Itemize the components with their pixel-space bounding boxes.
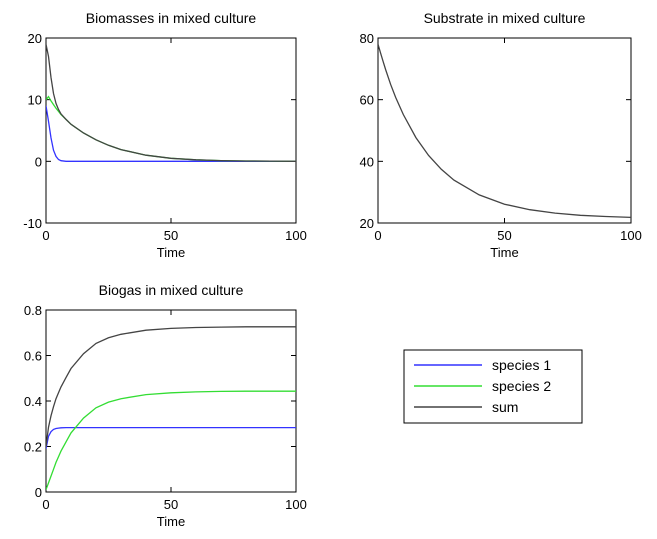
series-line-sum (46, 44, 296, 162)
axes-frame (45, 37, 297, 224)
x-tick-label: 0 (42, 497, 49, 512)
y-tick-label: 0.8 (24, 303, 42, 318)
series-line-species-1 (46, 105, 296, 162)
y-tick-label: 80 (360, 31, 374, 46)
x-tick-label: 50 (497, 228, 511, 243)
y-tick-label: 60 (360, 93, 374, 108)
y-tick-label: 10 (28, 93, 42, 108)
subplot-3: 0 50 100 0 0.2 0.4 0.6 0.8 Biogas in mixed cultu… (24, 282, 307, 529)
x-tick-label: 100 (285, 497, 307, 512)
chart-title: Biomasses in mixed culture (86, 10, 257, 26)
series-line-line (378, 44, 631, 219)
y-tick-label: 0 (35, 154, 42, 169)
y-tick-label: 20 (360, 216, 374, 231)
x-tick-label: 100 (620, 228, 642, 243)
chart-title: Biogas in mixed culture (99, 282, 244, 298)
axes-frame (45, 309, 297, 493)
legend-label: sum (492, 399, 518, 415)
series-line-species-1 (46, 426, 296, 449)
legend-label: species 2 (492, 378, 551, 394)
y-tick-label: 0.2 (24, 440, 42, 455)
x-axis-label: Time (490, 245, 518, 260)
y-tick-label: 40 (360, 154, 374, 169)
series-line-species-2 (46, 390, 296, 490)
y-tick-label: 20 (28, 31, 42, 46)
series-line-sum (46, 326, 296, 447)
y-tick-label: 0.6 (24, 349, 42, 364)
x-axis-label: Time (157, 514, 185, 529)
x-tick-label: 0 (42, 228, 49, 243)
chart-title: Substrate in mixed culture (424, 10, 586, 26)
legend-label: species 1 (492, 357, 551, 373)
axes-frame (377, 37, 632, 224)
x-tick-label: 50 (164, 228, 178, 243)
y-tick-label: -10 (23, 216, 42, 231)
subplot-2: 0 50 100 20 40 60 80 Substrate in mixed culture… (360, 10, 642, 260)
y-tick-label: 0 (35, 485, 42, 500)
y-tick-label: 0.4 (24, 394, 42, 409)
x-tick-label: 0 (374, 228, 381, 243)
legend: species 1 species 2 sum (403, 349, 583, 424)
x-tick-label: 100 (285, 228, 307, 243)
x-axis-label: Time (157, 245, 185, 260)
x-tick-label: 50 (164, 497, 178, 512)
